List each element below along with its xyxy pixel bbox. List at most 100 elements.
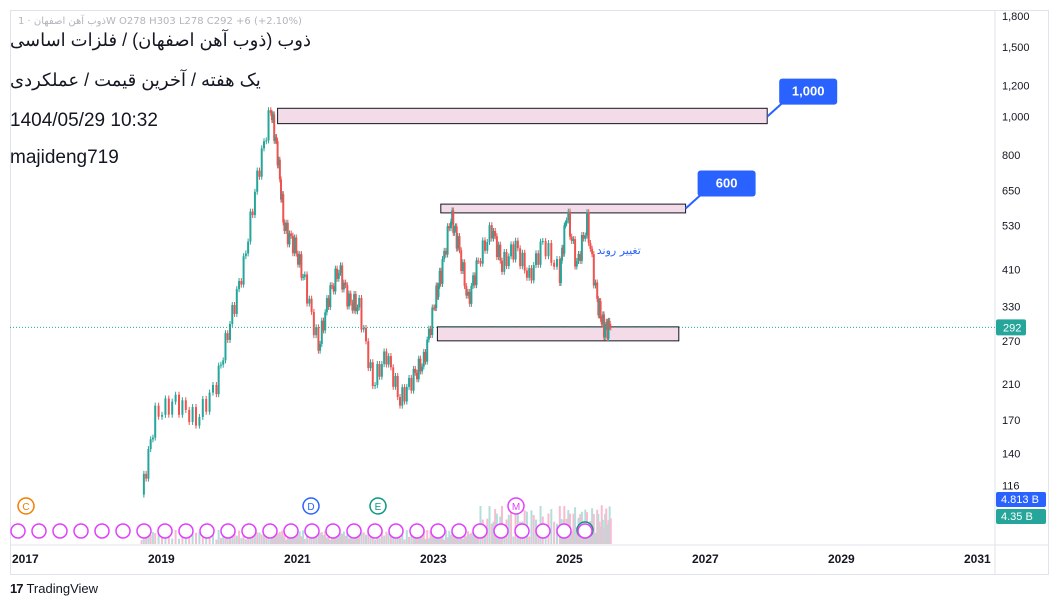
volume-bar-15: [184, 536, 187, 544]
footer-brand[interactable]: 17 TradingView: [10, 581, 98, 596]
y-tick-label-8: 330: [1002, 301, 1020, 313]
candle-body-39: [249, 211, 252, 242]
candle-body-48: [269, 110, 272, 113]
volume-bar-216: [575, 527, 578, 544]
candle-body-196: [537, 253, 540, 265]
volume-bar-4: [149, 535, 152, 544]
candle-body-178: [497, 244, 500, 258]
volume-bar-227: [594, 532, 597, 544]
candle-body-172: [486, 241, 489, 251]
y-tick-label-6: 530: [1002, 220, 1020, 232]
candle-body-173: [488, 225, 491, 242]
candle-body-93: [342, 282, 345, 290]
candle-body-209: [564, 223, 567, 226]
candle-body-73: [306, 274, 309, 304]
volume-bar-57: [280, 535, 282, 544]
candle-body-160: [463, 262, 466, 287]
candle-body-41: [253, 191, 256, 216]
volume-bar-144: [439, 537, 442, 544]
volume-bar-95: [346, 530, 349, 544]
candle-body-111: [378, 364, 381, 377]
volume-bar-76: [312, 536, 315, 544]
candle-body-22: [208, 392, 211, 412]
candle-body-98: [351, 302, 354, 311]
volume-bar-111: [378, 537, 381, 544]
candle-body-33: [235, 289, 238, 314]
candle-body-166: [473, 275, 476, 286]
candle-body-80: [320, 320, 323, 344]
x-tick-label-6: 2029: [828, 552, 855, 566]
candle-body-72: [303, 274, 306, 277]
candle-body-231: [599, 301, 602, 319]
candle-body-221: [584, 235, 587, 239]
candle-body-109: [374, 385, 377, 387]
volume-bar-115: [387, 533, 390, 544]
dividend-marker-26: [556, 523, 572, 539]
candle-body-32: [233, 305, 236, 314]
volume-bar-91: [339, 533, 342, 544]
volume-bar-240: [609, 518, 612, 544]
volume-bar-193: [530, 510, 533, 544]
volume-bar-116: [389, 533, 392, 544]
volume-bar-147: [444, 530, 447, 544]
candle-body-183: [507, 256, 510, 267]
candle-body-175: [492, 230, 495, 239]
candle-body-150: [450, 221, 452, 229]
volume-bar-9: [164, 536, 167, 544]
volume-bar-102: [358, 534, 361, 544]
candle-body-147: [444, 250, 447, 255]
candle-body-210: [565, 220, 568, 224]
volume-bar-78: [317, 533, 320, 544]
volume-bar-55: [277, 533, 280, 544]
candle-body-36: [242, 256, 245, 285]
candle-body-219: [580, 235, 583, 261]
volume-bar-155: [455, 536, 458, 544]
candle-body-100: [354, 293, 357, 312]
candle-body-52: [274, 137, 277, 141]
volume-bar-149: [448, 530, 451, 544]
candle-body-145: [441, 259, 444, 284]
volume-bar-152: [452, 532, 455, 544]
candle-body-99: [353, 293, 356, 311]
volume-bar-157: [458, 538, 461, 544]
volume-bar-134: [426, 530, 429, 544]
candle-body-90: [337, 272, 340, 279]
support-resistance-zone-2: [436, 326, 680, 342]
candle-body-62: [286, 222, 289, 245]
candle-body-24: [215, 384, 218, 395]
candle-body-44: [260, 148, 263, 177]
dividend-marker-12: [262, 523, 278, 539]
dividend-marker-6: [136, 523, 152, 539]
volume-bar-73: [306, 530, 309, 544]
candle-body-8: [161, 414, 163, 417]
candle-body-16: [188, 409, 191, 422]
candle-body-117: [392, 367, 395, 387]
y-tick-label-13: 116: [1002, 481, 1020, 493]
candle-body-180: [501, 260, 503, 272]
volume-bar-183: [507, 514, 510, 544]
candle-body-143: [438, 270, 441, 286]
y-tick-label-9: 270: [1002, 336, 1020, 348]
volume-bar-234: [603, 527, 605, 544]
volume-bar-106: [367, 530, 370, 544]
volume-bar-61: [285, 539, 288, 544]
candle-body-96: [348, 293, 350, 307]
volume-bar-59: [282, 537, 285, 544]
candle-body-126: [412, 368, 415, 391]
volume-bar-118: [394, 535, 397, 544]
volume-bar-79: [319, 532, 322, 544]
volume-bar-230: [598, 521, 601, 544]
event-marker-3: [507, 497, 525, 515]
candle-body-235: [604, 326, 607, 338]
volume-bar-7: [157, 533, 160, 544]
volume-bar-215: [574, 507, 577, 544]
candle-body-193: [530, 268, 533, 281]
candle-body-105: [365, 327, 367, 342]
candle-body-75: [310, 298, 313, 312]
volume-bar-159: [461, 538, 464, 544]
candle-body-125: [410, 377, 413, 391]
candle-body-95: [346, 285, 349, 307]
volume-bar-70: [300, 536, 303, 544]
volume-bar-107: [369, 536, 372, 544]
